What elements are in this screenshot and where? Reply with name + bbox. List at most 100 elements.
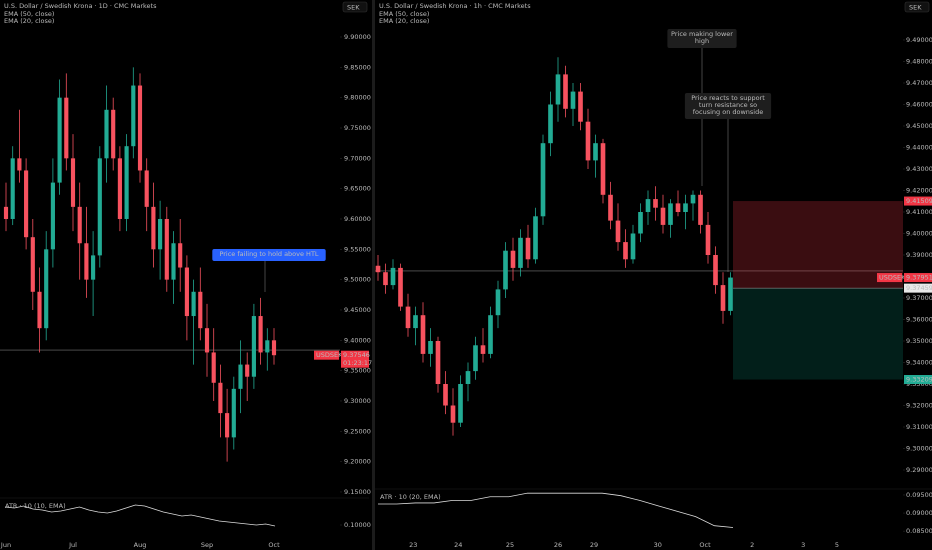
- candle-body: [405, 306, 411, 329]
- candle-body: [225, 413, 230, 438]
- atr-line: [378, 492, 734, 528]
- candle-body: [563, 74, 568, 109]
- candle-body: [117, 158, 122, 219]
- target-price: 9.33209: [906, 376, 932, 384]
- candle-body: [137, 85, 143, 171]
- candle-body: [245, 364, 250, 377]
- x-tick-label: Oct: [699, 541, 711, 549]
- y-tick-label: 9.45000: [344, 306, 371, 314]
- y-tick-label: 9.34000: [906, 359, 932, 367]
- candle-body: [480, 345, 486, 354]
- annotation-text: focusing on downside: [693, 108, 763, 116]
- candle-body: [158, 218, 163, 250]
- currency-button[interactable]: [342, 1, 368, 13]
- stop-zone: [733, 201, 903, 289]
- x-tick-label: Aug: [134, 541, 147, 549]
- y-tick-label: 9.40000: [906, 229, 932, 237]
- last-price: 9.37546: [343, 351, 370, 359]
- last-price: 9.37951: [906, 274, 932, 282]
- entry-tag: [904, 283, 932, 293]
- atr-tick-label: 0.10000: [344, 521, 371, 529]
- candle-body: [17, 158, 22, 171]
- y-tick-label: 9.36000: [906, 315, 932, 323]
- candle-body: [231, 388, 236, 438]
- candle-body: [171, 243, 176, 280]
- candle-body: [488, 315, 493, 354]
- candle-body: [151, 206, 156, 250]
- x-tick-label: Sep: [201, 541, 213, 549]
- x-tick-label: 23: [409, 541, 417, 549]
- candle-body: [204, 328, 210, 353]
- x-tick-label: 26: [554, 541, 562, 549]
- indicator-label: EMA (50, close): [4, 10, 54, 18]
- candle-body: [164, 218, 169, 280]
- candle-body: [124, 146, 129, 219]
- x-tick-label: Jun: [0, 541, 11, 549]
- y-tick-label: 9.42000: [906, 186, 932, 194]
- candle-body: [238, 364, 243, 389]
- indicator-label: EMA (50, close): [379, 10, 429, 18]
- candle-body: [198, 291, 203, 329]
- y-tick-label: 9.48000: [906, 57, 932, 65]
- y-tick-label: 9.46000: [906, 100, 932, 108]
- annotation-text: high: [695, 37, 709, 45]
- candle-body: [518, 237, 523, 268]
- candle-body: [131, 85, 136, 147]
- entry-price: 9.37459: [906, 284, 932, 292]
- currency-label: SEK: [909, 4, 922, 12]
- candle-body: [97, 158, 102, 256]
- candle-body: [458, 384, 463, 423]
- atr-label: ATR · 10 (10, EMA): [5, 502, 66, 510]
- y-tick-label: 9.49000: [906, 36, 932, 44]
- candle-body: [91, 255, 96, 280]
- candle-body: [50, 182, 55, 250]
- y-tick-label: 9.60000: [344, 215, 371, 223]
- annotation-text: Price reacts to support: [691, 94, 765, 102]
- currency-button[interactable]: [904, 1, 930, 13]
- y-tick-label: 9.40000: [344, 336, 371, 344]
- candle-body: [540, 143, 546, 217]
- candle-body: [251, 316, 256, 377]
- candle-body: [443, 384, 448, 406]
- y-tick-label: 9.29000: [906, 466, 932, 474]
- y-tick-label: 9.85000: [344, 63, 371, 71]
- candle-body: [525, 237, 531, 260]
- x-tick-label: 25: [506, 541, 514, 549]
- candle-body: [615, 220, 621, 243]
- candle-body: [593, 143, 598, 161]
- y-tick-label: 9.50000: [344, 276, 371, 284]
- candle-body: [713, 254, 718, 286]
- candle-body: [64, 97, 69, 159]
- annotation-text: Price failing to hold above HTL: [219, 250, 318, 258]
- stop-tag: [904, 196, 932, 206]
- symbol-label: USDSEK: [316, 351, 343, 359]
- y-tick-label: 9.30000: [344, 397, 371, 405]
- candle-body: [258, 316, 263, 353]
- candle-body: [653, 199, 658, 208]
- y-tick-label: 9.41000: [906, 208, 932, 216]
- candle-body: [383, 272, 388, 286]
- currency-label: SEK: [347, 4, 360, 12]
- candle-body: [683, 203, 688, 212]
- candle-body: [111, 109, 116, 159]
- candle-body: [184, 267, 189, 317]
- candle-body: [211, 352, 216, 383]
- candle-body: [37, 291, 42, 329]
- x-tick-label: 3: [801, 541, 805, 549]
- candle-body: [390, 267, 396, 286]
- y-tick-label: 9.31000: [906, 423, 932, 431]
- candle-body: [600, 143, 606, 195]
- candle-body: [104, 109, 109, 159]
- candle-body: [698, 194, 703, 225]
- indicator-label: EMA (20, close): [379, 17, 429, 25]
- candle-body: [585, 121, 591, 161]
- y-tick-label: 9.32000: [906, 402, 932, 410]
- candle-body: [548, 104, 553, 144]
- y-tick-label: 9.45000: [906, 122, 932, 130]
- stop-price: 9.41509: [906, 197, 932, 205]
- candle-body: [57, 97, 62, 183]
- panel-divider: [372, 0, 375, 550]
- candle-body: [705, 224, 711, 255]
- candle-body: [608, 194, 613, 221]
- candle-body: [495, 289, 501, 316]
